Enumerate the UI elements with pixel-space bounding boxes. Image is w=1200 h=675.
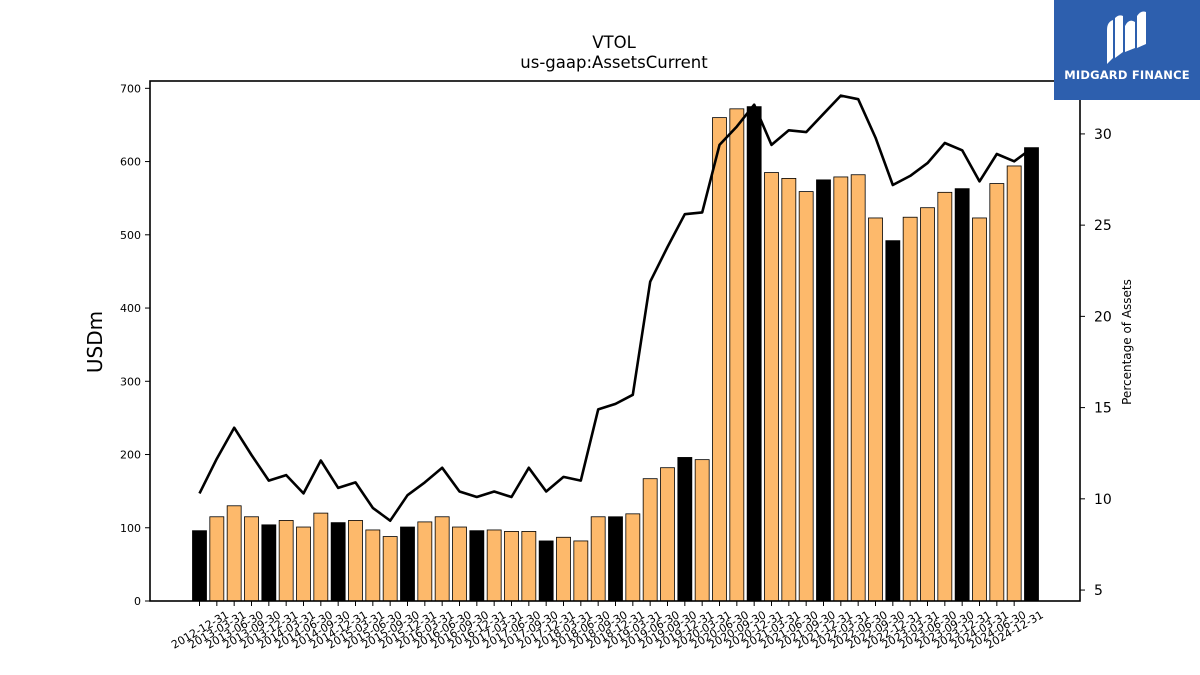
logo-mark-icon	[1107, 11, 1146, 64]
bar	[313, 512, 329, 602]
y2-axis-label: Percentage of Assets	[1120, 279, 1134, 405]
y-tick-label: 200	[120, 449, 141, 462]
y2-tick-label: 10	[1094, 492, 1112, 508]
y2-tick-label: 15	[1094, 401, 1112, 417]
bar	[330, 522, 346, 602]
bar	[400, 526, 415, 602]
bar	[902, 216, 918, 602]
bar	[1024, 147, 1039, 602]
y-tick-label: 600	[120, 156, 141, 169]
bar	[937, 191, 953, 602]
bar	[781, 178, 797, 602]
y2-tick-label: 5	[1094, 583, 1103, 599]
y2-tick-label: 20	[1094, 309, 1112, 325]
bar	[504, 531, 519, 602]
bar	[712, 117, 727, 602]
bar	[989, 183, 1005, 602]
bar	[850, 174, 866, 602]
y-tick-label: 300	[120, 375, 141, 388]
bar	[885, 240, 901, 602]
bar	[417, 521, 433, 602]
bar	[192, 530, 207, 602]
bar	[556, 536, 571, 602]
bar	[209, 516, 225, 602]
bar	[573, 540, 589, 602]
bar	[434, 516, 450, 602]
y-tick-label: 0	[134, 595, 141, 608]
bar	[764, 172, 779, 602]
bar	[296, 526, 311, 602]
bar	[590, 516, 606, 602]
bar	[920, 207, 935, 602]
bar	[1006, 165, 1022, 602]
bar	[244, 516, 259, 602]
bar	[798, 191, 814, 602]
bar	[382, 536, 398, 602]
y2-tick-label: 30	[1094, 127, 1112, 143]
bar	[365, 529, 381, 602]
plot-area: 0100200300400500600700510152025302012-12…	[120, 80, 1112, 652]
bar	[694, 459, 710, 602]
logo-text: MIDGARD FINANCE	[1064, 68, 1190, 82]
chart-subtitle: us-gaap:AssetsCurrent	[520, 53, 708, 72]
bar	[278, 520, 294, 602]
bar	[486, 529, 502, 602]
bar	[348, 520, 363, 602]
bar	[677, 457, 693, 602]
bar	[452, 526, 467, 602]
y2-tick-label: 25	[1094, 218, 1112, 234]
y-tick-label: 700	[120, 82, 141, 95]
bar	[521, 531, 537, 602]
bar	[954, 188, 970, 602]
bar	[972, 217, 987, 602]
bar	[660, 467, 675, 602]
bar	[642, 478, 658, 602]
bar	[625, 513, 641, 602]
bar	[261, 524, 277, 602]
bar	[469, 530, 485, 602]
bar	[816, 179, 831, 602]
y-tick-label: 500	[120, 229, 141, 242]
y-axis-label: USDm	[83, 311, 107, 373]
y-tick-label: 400	[120, 302, 141, 315]
bar	[729, 108, 745, 602]
chart-title: VTOL	[592, 33, 636, 52]
bar	[608, 516, 623, 602]
bar	[746, 106, 762, 602]
y-tick-label: 100	[120, 522, 141, 535]
bar	[868, 217, 883, 602]
midgard-finance-logo: MIDGARD FINANCE	[1054, 0, 1200, 100]
percentage-line	[198, 94, 1033, 522]
bar	[833, 176, 849, 602]
bar	[538, 540, 554, 602]
bar	[226, 505, 242, 602]
